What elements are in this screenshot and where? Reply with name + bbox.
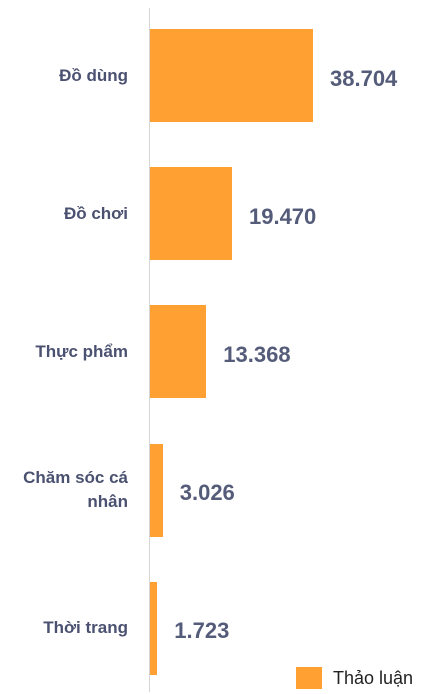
value-label: 3.026 [179,480,235,506]
category-label: Đồ chơi [63,203,128,223]
axis-line [149,8,150,692]
legend: Thảo luận [296,666,413,690]
value-label: 13.368 [223,341,291,367]
category-label: Chăm sóc cá nhân [23,468,128,512]
legend-label: Thảo luận [333,667,414,688]
bar [150,167,232,261]
bar [150,443,163,537]
bar [150,29,313,122]
bar [150,581,158,675]
category-label: Thời trang [43,618,128,638]
bar [150,305,207,399]
category-label: Thực phẩm [35,341,128,361]
legend-swatch [296,667,322,689]
category-label: Đồ dùng [59,65,128,85]
value-label: 1.723 [174,618,230,644]
value-label: 19.470 [248,203,317,229]
value-label: 38.704 [330,65,398,91]
